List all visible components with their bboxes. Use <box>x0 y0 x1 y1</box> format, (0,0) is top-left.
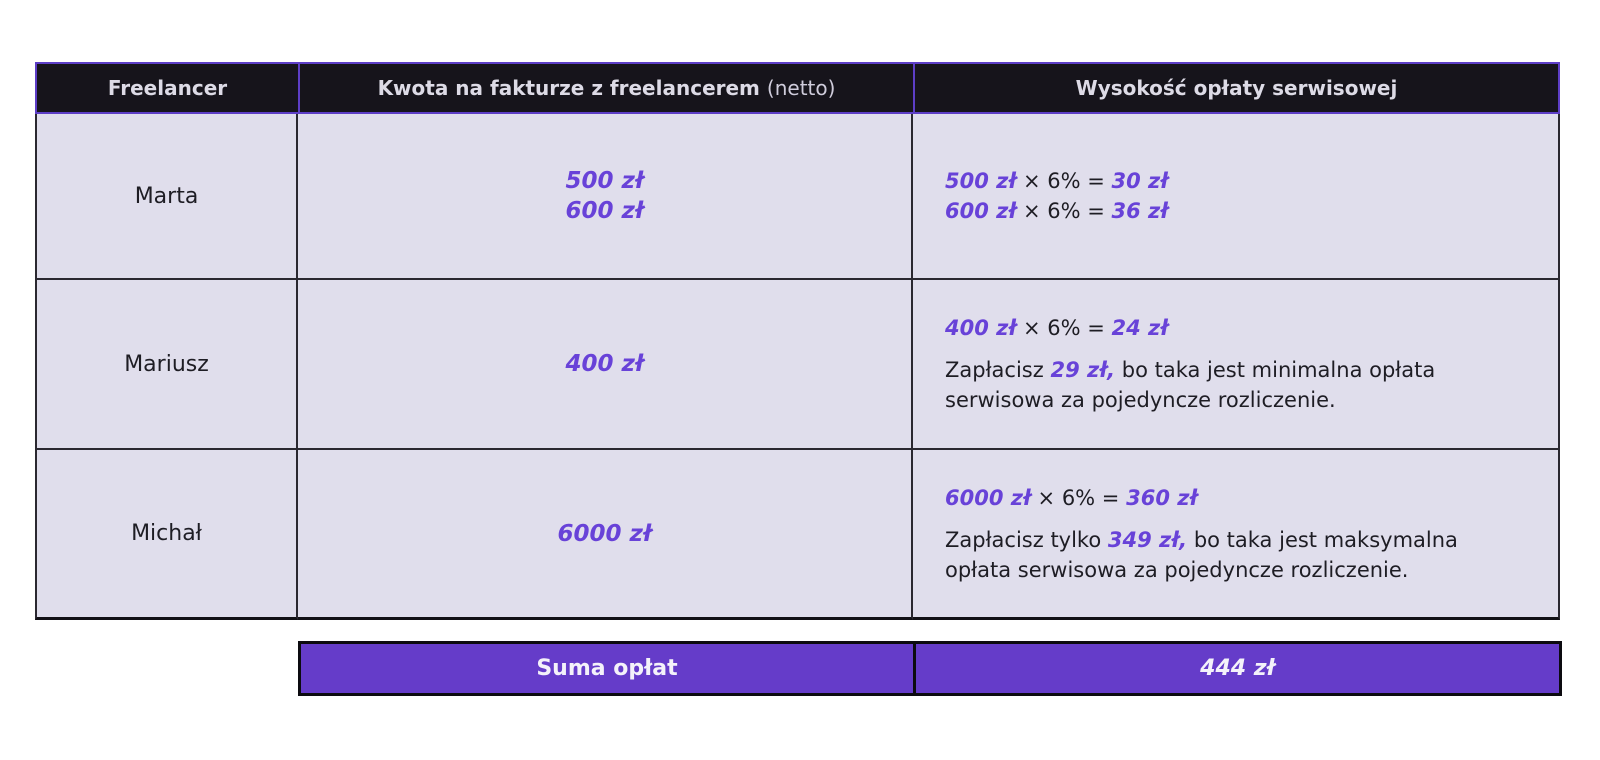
fee-eq-op: × 6% = <box>1022 316 1105 340</box>
fee-note: Zapłacisz 29 zł, bo taka jest minimalna … <box>945 355 1490 415</box>
sum-bar: Suma opłat 444 zł <box>298 641 1562 696</box>
freelancer-name: Marta <box>134 183 199 209</box>
fee-note-suffix: bo taka jest maksymalna opłata serwisowa… <box>945 527 1458 582</box>
header-cell-service-fee: Wysokość opłaty serwisowej <box>913 62 1560 114</box>
fee-eq-op: × 6% = <box>1022 199 1105 223</box>
row-michal-fee-cell: 6000 zł × 6% = 360 zł Zapłacisz tylko 34… <box>913 450 1560 620</box>
row-marta-name-cell: Marta <box>35 114 298 280</box>
fee-note: Zapłacisz tylko 349 zł, bo taka jest mak… <box>945 525 1490 585</box>
invoice-amount: 400 zł <box>565 351 644 377</box>
freelancer-name: Mariusz <box>124 351 209 377</box>
sum-label: Suma opłat <box>536 656 678 681</box>
row-marta-fee-cell: 500 zł × 6% = 30 zł 600 zł × 6% = 36 zł <box>913 114 1560 280</box>
fee-eq-lhs: 6000 zł <box>945 485 1031 510</box>
fee-note-prefix: Zapłacisz tylko <box>945 527 1102 552</box>
row-mariusz-name-cell: Mariusz <box>35 280 298 450</box>
fee-note-amount: 29 zł, <box>1050 358 1116 382</box>
sum-total-value: 444 zł <box>1200 656 1275 681</box>
fee-equation: 400 zł × 6% = 24 zł <box>945 313 1168 343</box>
fee-eq-rhs: 360 zł <box>1126 485 1198 510</box>
fee-eq-rhs: 36 zł <box>1111 199 1169 223</box>
fee-note-suffix: bo taka jest minimalna opłata serwisowa … <box>945 358 1436 412</box>
sum-value-cell: 444 zł <box>913 644 1559 693</box>
invoice-amount: 500 zł <box>565 168 644 194</box>
header-cell-freelancer: Freelancer <box>35 62 298 114</box>
header-cell-invoice-amount: Kwota na fakturze z freelancerem (netto) <box>298 62 913 114</box>
fee-note-amount: 349 zł, <box>1107 527 1188 552</box>
row-mariusz-fee-cell: 400 zł × 6% = 24 zł Zapłacisz 29 zł, bo … <box>913 280 1560 450</box>
row-marta-invoice-cell: 500 zł 600 zł <box>298 114 913 280</box>
invoice-amount: 6000 zł <box>557 520 652 547</box>
fee-eq-rhs: 30 zł <box>1111 169 1169 193</box>
header-invoice-netto-label: (netto) <box>766 76 836 100</box>
fee-eq-lhs: 400 zł <box>945 316 1017 340</box>
invoice-amount: 600 zł <box>565 198 644 224</box>
fee-note-prefix: Zapłacisz <box>945 358 1044 382</box>
service-fee-table: Freelancer Kwota na fakturze z freelance… <box>35 62 1560 620</box>
fee-eq-lhs: 500 zł <box>945 169 1017 193</box>
fee-equation: 6000 zł × 6% = 360 zł <box>945 483 1197 513</box>
fee-eq-rhs: 24 zł <box>1111 316 1169 340</box>
header-service-fee-label: Wysokość opłaty serwisowej <box>1075 76 1398 100</box>
fee-eq-op: × 6% = <box>1022 169 1105 193</box>
sum-label-cell: Suma opłat <box>301 644 913 693</box>
fee-equation: 600 zł × 6% = 36 zł <box>945 196 1168 226</box>
row-michal-name-cell: Michał <box>35 450 298 620</box>
row-mariusz-invoice-cell: 400 zł <box>298 280 913 450</box>
header-freelancer-label: Freelancer <box>107 76 228 100</box>
row-michal-invoice-cell: 6000 zł <box>298 450 913 620</box>
header-invoice-amount-label: Kwota na fakturze z freelancerem <box>377 76 760 100</box>
freelancer-name: Michał <box>131 521 202 546</box>
fee-equation: 500 zł × 6% = 30 zł <box>945 166 1168 196</box>
fee-eq-lhs: 600 zł <box>945 199 1017 223</box>
fee-eq-op: × 6% = <box>1037 485 1120 510</box>
